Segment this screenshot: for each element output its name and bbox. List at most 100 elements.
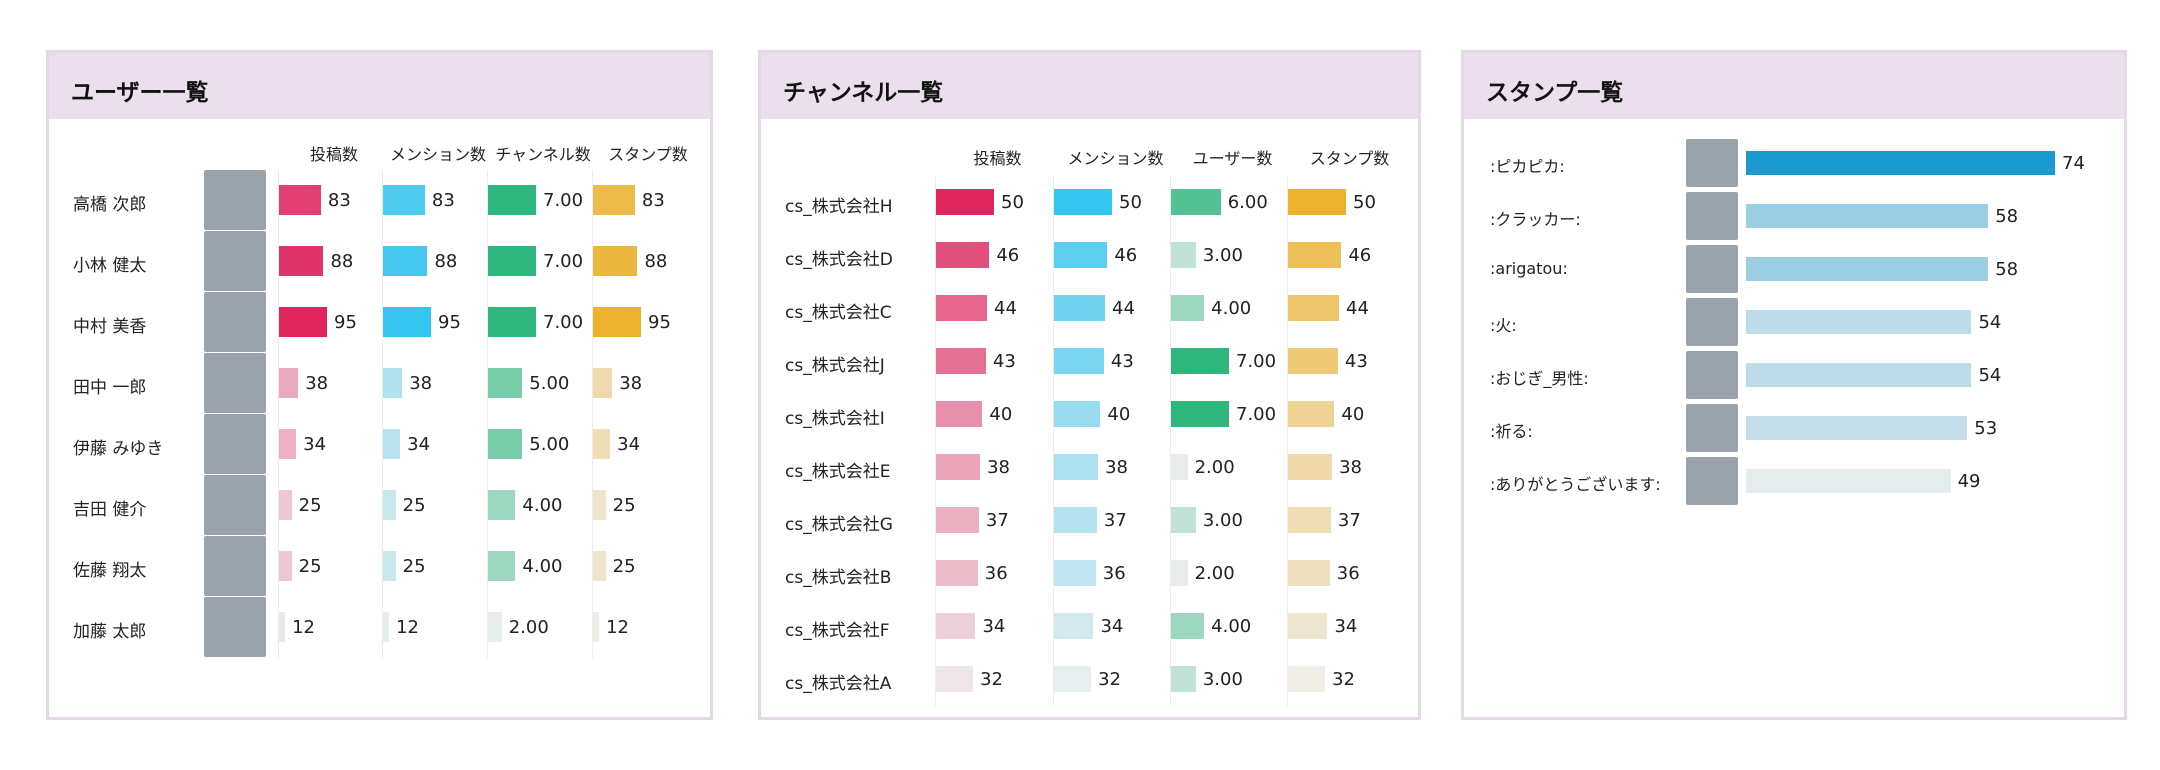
- data-bar: [488, 185, 536, 215]
- data-bar: [1746, 469, 1951, 493]
- data-bar: [1746, 204, 1989, 228]
- value-label: 3.00: [1202, 669, 1243, 690]
- data-bar: [1288, 560, 1330, 586]
- data-bar: [1171, 295, 1205, 321]
- data-bar: [593, 307, 641, 337]
- value-label: 5.00: [529, 434, 570, 455]
- panel-header: チャンネル一覧: [761, 53, 1418, 119]
- value-label: 38: [409, 373, 433, 394]
- data-bar: [488, 246, 536, 276]
- row-label: 伊藤 みゆき: [73, 439, 164, 459]
- data-bar: [1054, 560, 1096, 586]
- value-label: 40: [989, 404, 1013, 425]
- user-photo: [204, 353, 266, 413]
- value-label: 44: [994, 298, 1017, 319]
- data-bar: [593, 246, 638, 276]
- data-bar: [593, 490, 606, 520]
- data-bar: [593, 551, 606, 581]
- column-header: メンション数: [390, 145, 487, 164]
- value-label: 34: [982, 616, 1006, 637]
- data-bar: [593, 368, 613, 398]
- data-bar: [279, 429, 297, 459]
- value-label: 36: [984, 563, 1008, 584]
- row-label: cs_株式会社C: [785, 303, 892, 323]
- data-bar: [383, 246, 428, 276]
- row-label: cs_株式会社H: [785, 197, 893, 217]
- value-label: 40: [1341, 404, 1365, 425]
- value-label: 25: [612, 556, 636, 577]
- value-label: 37: [1337, 510, 1361, 531]
- value-label: 36: [1336, 563, 1360, 584]
- value-label: 43: [992, 351, 1016, 372]
- data-bar: [936, 666, 974, 692]
- stamp-icon: [1686, 457, 1738, 505]
- value-label: 4.00: [522, 495, 563, 516]
- value-label: 4.00: [1211, 298, 1252, 319]
- data-bar: [593, 612, 600, 642]
- data-bar: [488, 551, 516, 581]
- data-bar: [383, 307, 431, 337]
- value-label: 34: [303, 434, 327, 455]
- data-bar: [1746, 416, 1968, 440]
- value-label: 34: [617, 434, 641, 455]
- data-bar: [1288, 454, 1333, 480]
- data-bar: [383, 185, 425, 215]
- data-bar: [1288, 613, 1328, 639]
- data-bar: [1054, 401, 1101, 427]
- value-label: 38: [305, 373, 329, 394]
- user-photo: [204, 231, 266, 291]
- value-label: 12: [292, 617, 315, 638]
- data-bar: [1171, 401, 1229, 427]
- data-bar: [279, 368, 299, 398]
- data-bar: [279, 307, 327, 337]
- value-label: 25: [298, 556, 322, 577]
- row-label: cs_株式会社E: [785, 462, 891, 482]
- value-label: 43: [1344, 351, 1368, 372]
- row-label: 加藤 太郎: [73, 622, 147, 642]
- value-label: 37: [1103, 510, 1127, 531]
- row-label: :ありがとうございます:: [1490, 475, 1661, 494]
- row-label: :火:: [1490, 316, 1517, 335]
- row-label: 高橋 次郎: [73, 195, 147, 215]
- stamp-icon: [1686, 139, 1738, 187]
- data-bar: [383, 490, 396, 520]
- row-label: :ピカピカ:: [1490, 157, 1565, 176]
- value-label: 88: [644, 251, 668, 272]
- stamp-icon: [1686, 192, 1738, 240]
- data-bar: [593, 429, 611, 459]
- value-label: 38: [987, 457, 1010, 478]
- column-header: 投稿数: [973, 149, 1022, 168]
- data-bar: [1288, 401, 1335, 427]
- row-label: cs_株式会社D: [785, 250, 893, 270]
- value-label: 7.00: [543, 251, 584, 272]
- value-label: 83: [327, 190, 351, 211]
- data-bar: [936, 454, 981, 480]
- row-label: 中村 美香: [73, 317, 147, 337]
- data-bar: [1288, 507, 1331, 533]
- data-bar: [488, 307, 536, 337]
- row-label: cs_株式会社I: [785, 409, 885, 429]
- column-header: メンション数: [1067, 149, 1164, 168]
- value-label: 40: [1107, 404, 1131, 425]
- data-bar: [936, 507, 979, 533]
- row-label: :arigatou:: [1490, 259, 1568, 278]
- value-label: 7.00: [543, 190, 584, 211]
- value-label: 25: [298, 495, 322, 516]
- value-label: 12: [396, 617, 419, 638]
- value-label: 4.00: [522, 556, 563, 577]
- stamp-icon: [1686, 245, 1738, 293]
- value-label: 36: [1102, 563, 1126, 584]
- data-bar: [1746, 310, 1972, 334]
- column-separator: [1170, 175, 1171, 706]
- data-bar: [1171, 454, 1188, 480]
- data-bar: [1171, 242, 1196, 268]
- value-label: 38: [1105, 457, 1128, 478]
- row-label: 小林 健太: [73, 256, 147, 276]
- column-separator: [487, 169, 488, 658]
- value-label: 32: [1098, 669, 1122, 690]
- value-label: 38: [619, 373, 643, 394]
- data-bar: [593, 185, 635, 215]
- data-bar: [936, 242, 990, 268]
- row-label: :おじぎ_男性:: [1490, 369, 1589, 388]
- user-photo: [204, 292, 266, 352]
